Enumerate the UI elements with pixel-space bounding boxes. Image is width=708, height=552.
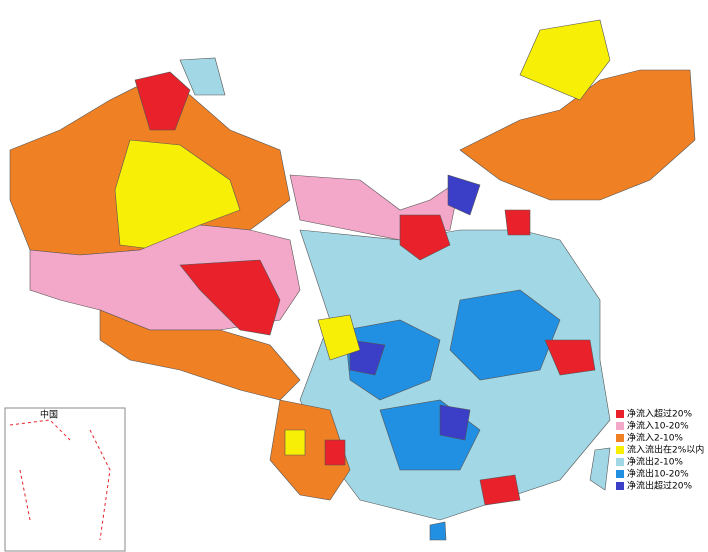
- region: [504, 209, 531, 236]
- legend-label: 净流出超过20%: [627, 480, 692, 492]
- region: [449, 289, 561, 381]
- region: [269, 399, 351, 501]
- inset-map: 中国: [4, 407, 126, 552]
- legend: 净流入超过20%净流入10-20%净流入2-10%流入流出在2%以内净流出2-1…: [616, 408, 704, 492]
- legend-swatch: [616, 482, 624, 490]
- legend-swatch: [616, 446, 624, 454]
- region: [429, 521, 447, 541]
- region: [479, 474, 521, 506]
- region: [344, 319, 441, 401]
- inset-boundary: [9, 419, 111, 541]
- region: [544, 339, 596, 376]
- legend-label: 流入流出在2%以内: [627, 444, 704, 456]
- region: [399, 214, 451, 261]
- region: [447, 174, 481, 216]
- legend-swatch: [616, 410, 624, 418]
- legend-label: 净流入10-20%: [627, 420, 689, 432]
- legend-swatch: [616, 458, 624, 466]
- region: [179, 259, 281, 336]
- region: [179, 57, 226, 96]
- legend-label: 净流入超过20%: [627, 408, 692, 420]
- legend-swatch: [616, 422, 624, 430]
- region: [317, 314, 361, 361]
- legend-swatch: [616, 470, 624, 478]
- region: [519, 19, 611, 101]
- legend-label: 净流出2-10%: [627, 456, 683, 468]
- inset-title: 中国: [40, 409, 58, 421]
- region: [439, 404, 471, 441]
- region: [284, 429, 306, 456]
- regions: [9, 19, 696, 541]
- inset-frame: [4, 407, 126, 552]
- legend-label: 净流出10-20%: [627, 468, 689, 480]
- region: [324, 439, 346, 466]
- legend-swatch: [616, 434, 624, 442]
- region: [459, 69, 696, 201]
- region: [134, 71, 191, 131]
- region: [589, 447, 611, 491]
- region: [299, 229, 611, 521]
- legend-label: 净流入2-10%: [627, 432, 683, 444]
